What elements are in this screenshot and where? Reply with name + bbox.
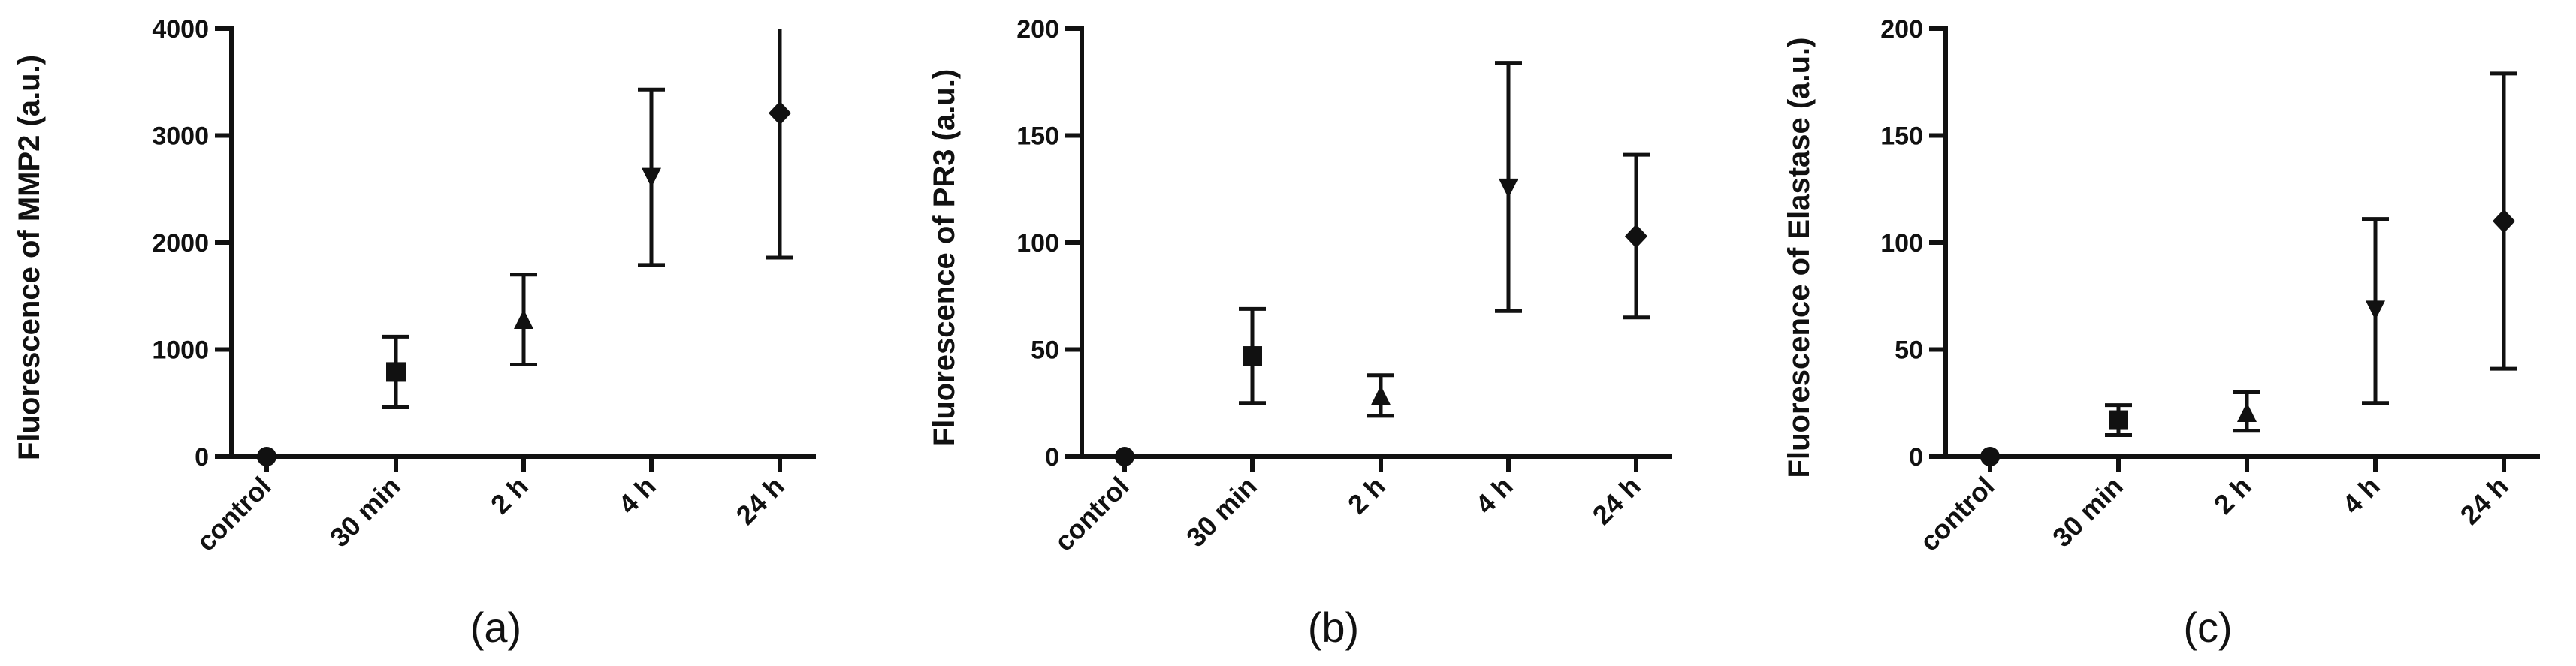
y-axis-title: Fluorescence of PR3 (a.u.) (928, 69, 961, 446)
data-point-2-h (514, 309, 533, 330)
x-tick-label: 24 h (2454, 471, 2514, 531)
y-axis-title: Fluorescence of MMP2 (a.u.) (13, 55, 46, 460)
y-tick-label: 0 (1045, 443, 1059, 472)
y-tick-label: 3000 (152, 122, 209, 151)
y-tick-label: 0 (1909, 443, 1923, 472)
error-bar (766, 29, 793, 260)
data-point-24-h (2493, 209, 2515, 234)
data-point-2-h (2237, 402, 2257, 422)
y-tick-label: 100 (1880, 229, 1923, 258)
x-tick-label: control (190, 471, 276, 557)
x-tick-label: 2 h (2208, 471, 2257, 520)
data-point-4-h (642, 167, 661, 188)
data-point-30-min (1243, 346, 1262, 366)
y-tick-label: 0 (195, 443, 209, 472)
y-tick-label: 50 (1031, 336, 1059, 365)
y-tick-label: 200 (1016, 15, 1059, 44)
x-tick-label: 30 min (1180, 471, 1263, 553)
x-tick-label: 2 h (1342, 471, 1391, 520)
x-tick-label: 4 h (612, 471, 662, 520)
data-point-2-h (1371, 385, 1391, 405)
y-tick-label: 150 (1880, 122, 1923, 151)
data-point-24-h (769, 101, 791, 125)
chart-panel-2: 0 50 100 150 200 control 30 min 2 h 4 h 24 h Fluor… (928, 15, 1672, 651)
x-tick-label: 24 h (1587, 471, 1647, 531)
panel-label: (a) (470, 604, 521, 651)
x-tick-label: control (1913, 471, 2000, 557)
data-point-30-min (2109, 410, 2128, 430)
data-point-control (1980, 447, 2000, 466)
y-tick-label: 200 (1880, 15, 1923, 44)
y-tick-label: 2000 (152, 229, 209, 258)
x-tick-label: 24 h (730, 471, 790, 531)
data-point-control (257, 447, 276, 466)
data-point-control (1115, 447, 1134, 466)
data-point-30-min (386, 362, 406, 382)
data-point-4-h (2366, 300, 2385, 321)
x-tick-label: 2 h (485, 471, 534, 520)
panel-label: (b) (1308, 604, 1359, 651)
y-axis-title: Fluorescence of Elastase (a.u.) (1783, 38, 1816, 478)
data-point-24-h (1625, 224, 1647, 249)
x-tick-label: 4 h (1469, 471, 1519, 520)
x-tick-label: 4 h (2336, 471, 2386, 520)
x-tick-label: 30 min (324, 471, 406, 553)
y-tick-label: 150 (1016, 122, 1059, 151)
y-tick-label: 50 (1895, 336, 1923, 365)
x-tick-label: control (1048, 471, 1134, 557)
y-tick-label: 4000 (152, 15, 209, 44)
chart-panel-1: 0 1000 2000 3000 4000 control 30 min 2 h 4 h 24 h… (13, 15, 816, 651)
y-tick-label: 100 (1016, 229, 1059, 258)
x-tick-label: 30 min (2046, 471, 2129, 553)
data-point-4-h (1499, 178, 1518, 198)
chart-panel-3: 0 50 100 150 200 control 30 min 2 h 4 h 24 h Fluor… (1783, 15, 2540, 651)
y-tick-label: 1000 (152, 336, 209, 365)
panel-label: (c) (2183, 604, 2232, 651)
